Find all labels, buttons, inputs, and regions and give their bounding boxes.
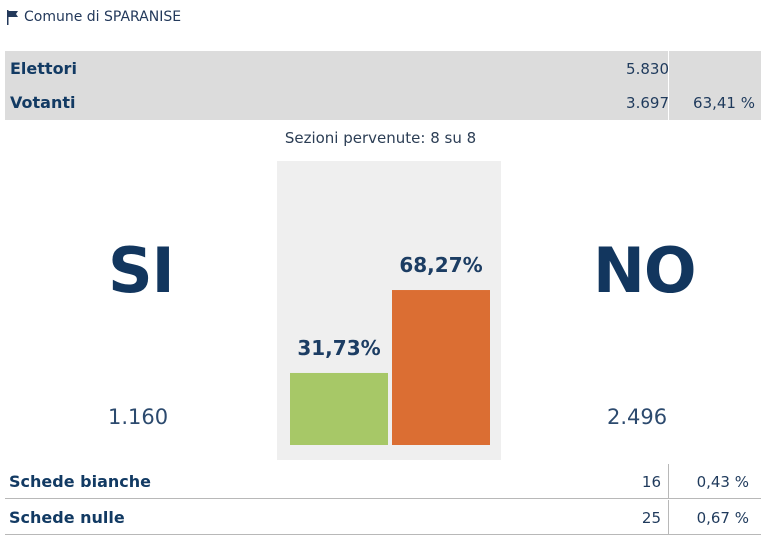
row-percent: 0,43 % bbox=[696, 473, 749, 491]
table-row: Votanti 3.697 63,41 % bbox=[5, 86, 761, 120]
row-divider bbox=[5, 498, 761, 499]
row-percent: 0,67 % bbox=[696, 509, 749, 527]
page-title: Comune di SPARANISE bbox=[24, 9, 182, 25]
summary-table: Elettori 5.830 Votanti 3.697 63,41 % bbox=[5, 51, 761, 120]
bar-value-label: 68,27% bbox=[399, 253, 482, 277]
chart-svg: 31,73% 68,27% bbox=[290, 253, 490, 445]
results-chart: 31,73% 68,27% bbox=[277, 161, 501, 460]
row-label: Elettori bbox=[10, 59, 77, 78]
row-label: Votanti bbox=[10, 93, 76, 112]
sezioni-status: Sezioni pervenute: 8 su 8 bbox=[284, 129, 477, 147]
no-label: NO bbox=[593, 234, 697, 307]
bar-no bbox=[392, 290, 490, 445]
row-value: 16 bbox=[641, 473, 661, 491]
row-divider bbox=[5, 534, 761, 535]
bar-value-label: 31,73% bbox=[297, 336, 380, 360]
table-row: Schede nulle 25 0,67 % bbox=[5, 500, 761, 535]
row-value: 25 bbox=[641, 509, 661, 527]
row-value: 3.697 bbox=[626, 94, 669, 112]
column-divider bbox=[668, 464, 669, 499]
table-row: Elettori 5.830 bbox=[5, 52, 761, 86]
bar-si bbox=[290, 372, 388, 445]
page-header: Comune di SPARANISE bbox=[6, 6, 181, 28]
row-label: Schede nulle bbox=[9, 508, 125, 527]
si-label: SI bbox=[108, 234, 175, 307]
table-row: Schede bianche 16 0,43 % bbox=[5, 464, 761, 499]
flag-icon bbox=[7, 10, 18, 25]
no-count: 2.496 bbox=[607, 405, 668, 429]
row-label: Schede bianche bbox=[9, 472, 151, 491]
row-value: 5.830 bbox=[626, 60, 669, 78]
column-divider bbox=[668, 500, 669, 535]
column-divider bbox=[668, 51, 669, 120]
si-count: 1.160 bbox=[108, 405, 169, 429]
row-percent: 63,41 % bbox=[693, 94, 755, 112]
